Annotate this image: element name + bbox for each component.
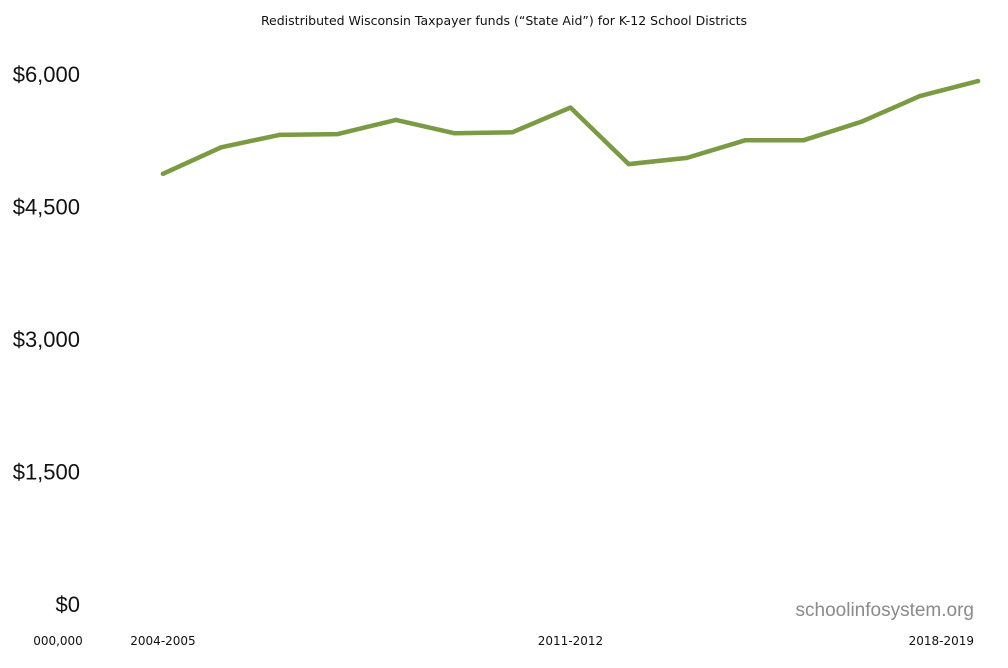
data-point — [859, 119, 864, 124]
x-tick-label: 2018-2019 — [909, 634, 974, 648]
data-point — [626, 161, 631, 167]
data-point — [160, 171, 166, 177]
x-axis-ticks: 000,000 2004-2005 2011-2012 2018-2019 — [33, 634, 974, 648]
data-point — [917, 93, 922, 99]
y-tick-label: $4,500 — [13, 195, 80, 220]
data-point — [801, 138, 806, 143]
series-line-0 — [160, 78, 981, 177]
y-tick-label: $6,000 — [13, 62, 80, 87]
data-point — [335, 131, 340, 137]
data-point — [451, 130, 457, 136]
data-point — [510, 130, 515, 135]
series-layer — [160, 78, 981, 177]
data-point — [684, 155, 690, 161]
y-axis-ticks: $0 $1,500 $3,000 $4,500 $6,000 — [13, 62, 80, 617]
y-tick-label: $1,500 — [13, 460, 80, 485]
data-point — [975, 78, 981, 84]
x-tick-label: 2004-2005 — [130, 634, 195, 648]
data-point — [393, 117, 399, 123]
data-point — [277, 132, 282, 138]
data-point — [568, 105, 573, 110]
y-tick-label: $3,000 — [13, 327, 80, 352]
chart-title: Redistributed Wisconsin Taxpayer funds (… — [261, 13, 747, 28]
watermark-text: schoolinfosystem.org — [796, 600, 974, 621]
x-tick-label: 2011-2012 — [538, 634, 603, 648]
y-tick-label: $0 — [56, 592, 80, 617]
x-tick-label: 000,000 — [33, 634, 83, 648]
data-point — [742, 138, 748, 143]
data-point — [219, 145, 224, 150]
